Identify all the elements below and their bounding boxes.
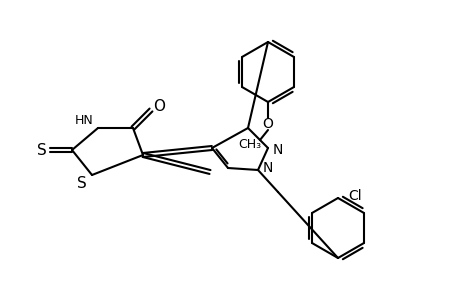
Text: N: N: [262, 161, 273, 175]
Text: Cl: Cl: [347, 189, 361, 203]
Text: CH₃: CH₃: [238, 137, 261, 151]
Text: S: S: [37, 142, 47, 158]
Text: O: O: [153, 98, 165, 113]
Text: N: N: [272, 143, 283, 157]
Text: HN: HN: [74, 113, 93, 127]
Text: O: O: [262, 117, 273, 131]
Text: S: S: [77, 176, 87, 190]
